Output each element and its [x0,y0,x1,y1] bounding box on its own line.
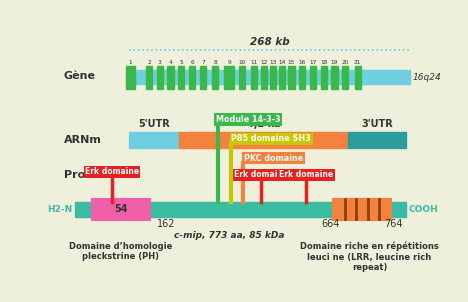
Text: 12: 12 [260,60,267,65]
Bar [75,202,406,217]
Bar [178,66,184,88]
Bar [239,66,245,88]
Text: ARNm: ARNm [64,135,102,145]
Bar [251,66,257,88]
Text: 21: 21 [354,60,361,65]
Bar [168,66,174,88]
Text: 54: 54 [114,204,128,214]
Text: 16q24: 16q24 [412,72,441,82]
Bar [342,66,348,88]
Bar [212,66,218,88]
Bar [225,66,234,88]
Text: 3: 3 [158,60,161,65]
Text: 664: 664 [322,219,340,229]
Text: 2: 2 [147,60,151,65]
Text: 764: 764 [384,219,402,229]
Text: 162: 162 [157,219,176,229]
Text: Domaine riche en répétitions
leuci ne (LRR, leucine rich
repeat): Domaine riche en répétitions leuci ne (L… [300,242,439,272]
Bar [331,66,337,88]
Bar [179,133,348,148]
Bar [355,66,361,88]
Bar [129,133,179,148]
Text: 17: 17 [309,60,317,65]
Bar [189,66,195,88]
Bar [146,66,152,88]
Bar [129,70,410,84]
Text: 1: 1 [129,60,132,65]
Bar [157,66,163,88]
Text: 3'UTR: 3'UTR [361,119,393,130]
Bar [92,200,150,220]
Bar [126,66,135,88]
Text: 7: 7 [201,60,205,65]
Text: P85 domaine SH3: P85 domaine SH3 [231,134,311,143]
Text: 13: 13 [269,60,277,65]
Bar [348,133,406,148]
Text: 5: 5 [179,60,183,65]
Bar [310,66,316,88]
Text: 268 kb: 268 kb [250,37,289,47]
Text: 4,2 kb: 4,2 kb [247,119,281,130]
Text: Gène: Gène [64,71,95,81]
Text: 9: 9 [227,60,231,65]
Text: 11: 11 [250,60,257,65]
Text: 5'UTR: 5'UTR [138,119,170,130]
Text: Erk domaine: Erk domaine [85,167,139,176]
Text: 18: 18 [320,60,328,65]
Text: 19: 19 [331,60,338,65]
Text: 16: 16 [299,60,306,65]
Text: 20: 20 [342,60,349,65]
Text: COOH: COOH [409,205,438,214]
Text: Erk domaine: Erk domaine [234,170,288,179]
Text: 15: 15 [288,60,295,65]
Bar [288,66,294,88]
Text: 6: 6 [190,60,194,65]
Bar [261,66,267,88]
Bar [333,200,391,220]
Text: Domaine d’homologie
pleckstrine (PH): Domaine d’homologie pleckstrine (PH) [69,242,173,261]
Bar [321,66,327,88]
Bar [279,66,285,88]
Text: 8: 8 [213,60,217,65]
Text: 4: 4 [168,60,172,65]
Text: H2-N: H2-N [48,205,73,214]
Bar [200,66,206,88]
Text: c-mip, 773 aa, 85 kDa: c-mip, 773 aa, 85 kDa [174,231,285,240]
Bar [299,66,305,88]
Bar [270,66,276,88]
Text: Protéine: Protéine [64,170,117,180]
Text: Module 14-3-3: Module 14-3-3 [216,115,280,124]
Text: PKC domaine: PKC domaine [244,153,303,162]
Text: 10: 10 [239,60,246,65]
Text: Erk domaine: Erk domaine [279,170,333,179]
Text: 14: 14 [278,60,286,65]
